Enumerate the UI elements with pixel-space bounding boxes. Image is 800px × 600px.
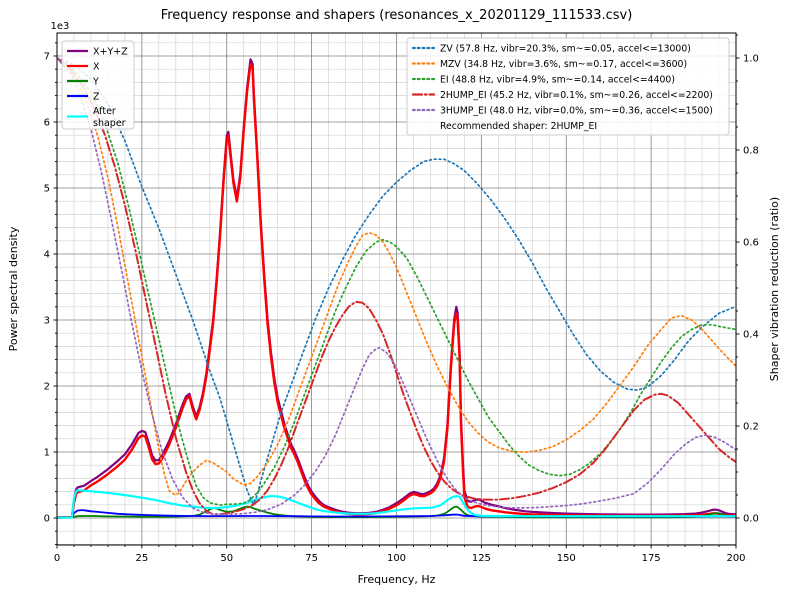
- legend-psd-frame: [61, 40, 135, 130]
- y-left-tick-label: 3: [44, 316, 50, 327]
- y-right-tick-label: 1.0: [743, 54, 759, 65]
- y-left-tick-label: 2: [44, 382, 50, 393]
- y-left-tick-label: 4: [44, 250, 50, 261]
- x-tick-label: 150: [557, 553, 576, 564]
- series-3hump_ei: [57, 57, 736, 516]
- y-right-tick-label: 0.8: [743, 146, 759, 157]
- series-x+y+z: [57, 58, 736, 519]
- series-2hump_ei: [57, 57, 736, 516]
- tick-labels: 0 25 50 75 100 125 150 175 200 0 1 2 3 4 5 6 7 0.0 0.2 0.4 0…: [44, 52, 759, 565]
- y-right-tick-label: 0.0: [743, 514, 759, 525]
- legend-psd-label: X: [93, 62, 100, 73]
- y-left-tick-label: 7: [44, 52, 50, 63]
- x-tick-label: 50: [220, 553, 233, 564]
- legend-psd-label-line2: shaper: [93, 118, 126, 129]
- series-zv: [57, 57, 736, 506]
- x-tick-label: 175: [642, 553, 661, 564]
- legend-psd-label: Y: [92, 77, 99, 88]
- y-right-axis-label: Shaper vibration reduction (ratio): [768, 197, 781, 381]
- legend-shaper-label: MZV (34.8 Hz, vibr=3.6%, sm~=0.17, accel…: [440, 59, 687, 70]
- legend-shaper-label: 3HUMP_EI (48.0 Hz, vibr=0.0%, sm~=0.36, …: [440, 105, 713, 116]
- legend-psd-label-line1: After: [93, 106, 116, 117]
- x-tick-label: 200: [726, 553, 745, 564]
- series-after-shaper: [57, 489, 736, 519]
- y-right-tick-label: 0.2: [743, 422, 759, 433]
- legend-psd-label: Z: [93, 92, 100, 103]
- x-tick-label: 0: [54, 553, 60, 564]
- y-left-tick-label: 1: [44, 448, 50, 459]
- y-right-tick-label: 0.6: [743, 238, 759, 249]
- x-tick-label: 75: [305, 553, 318, 564]
- y-left-offset-label: 1e3: [51, 21, 70, 32]
- y-right-tick-label: 0.4: [743, 330, 759, 341]
- x-tick-label: 100: [387, 553, 406, 564]
- y-left-tick-label: 6: [44, 118, 50, 129]
- legend-shapers-frame: [406, 37, 730, 136]
- series-group: [57, 57, 736, 519]
- tick-marks: [53, 34, 740, 549]
- y-left-axis-label: Power spectral density: [7, 226, 20, 351]
- legend-shaper-label: EI (48.8 Hz, vibr=4.9%, sm~=0.14, accel<…: [440, 74, 675, 85]
- series-x: [57, 62, 736, 519]
- x-tick-label: 125: [472, 553, 491, 564]
- legend-shaper-label: 2HUMP_EI (45.2 Hz, vibr=0.1%, sm~=0.26, …: [440, 90, 713, 101]
- chart-title: Frequency response and shapers (resonanc…: [161, 8, 633, 23]
- legend-shapers: ZV (57.8 Hz, vibr=20.3%, sm~=0.05, accel…: [406, 37, 730, 136]
- legend-recommended-shaper: Recommended shaper: 2HUMP_EI: [440, 121, 597, 132]
- legend-psd-label: X+Y+Z: [93, 47, 128, 58]
- x-tick-label: 25: [136, 553, 149, 564]
- y-left-tick-label: 5: [44, 184, 50, 195]
- x-axis-label: Frequency, Hz: [358, 573, 436, 586]
- y-left-tick-label: 0: [44, 514, 50, 525]
- legend-shaper-label: ZV (57.8 Hz, vibr=20.3%, sm~=0.05, accel…: [440, 43, 691, 54]
